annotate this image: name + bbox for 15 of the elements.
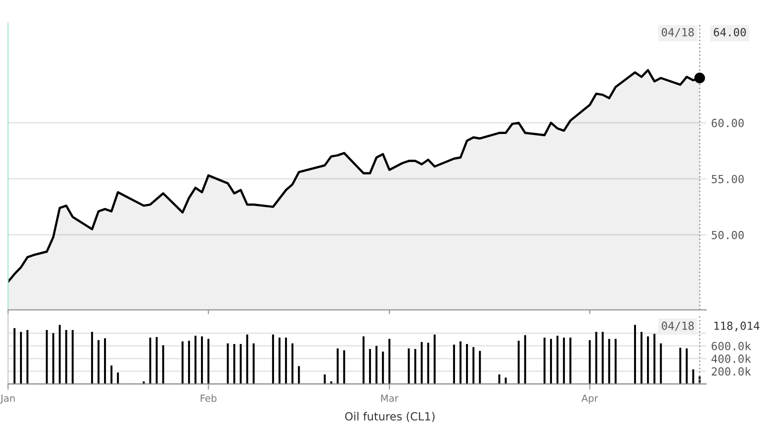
y-tick-label: 50.00 (712, 230, 744, 240)
ref-line-label: 04/18 (662, 28, 694, 38)
ref-line-label: 04/18 (662, 322, 694, 331)
x-tick-label: Apr (581, 394, 598, 404)
text: 64.00 (714, 28, 746, 36)
x-tick-label: Mar (381, 394, 399, 402)
x-tick-label: Jan (0, 394, 15, 404)
text: 118,014 (714, 322, 760, 332)
x-tick-label: Feb (200, 394, 216, 402)
y-tick-label: 55.00 (712, 174, 744, 184)
y-tick-label: 400.0k (712, 354, 751, 363)
y-tick-label: 60.00 (712, 118, 744, 128)
y-tick-label: 200.0k (712, 367, 751, 376)
y-tick-label: 600.0k (712, 342, 751, 350)
text: Oil futures (CL1) (345, 412, 435, 422)
